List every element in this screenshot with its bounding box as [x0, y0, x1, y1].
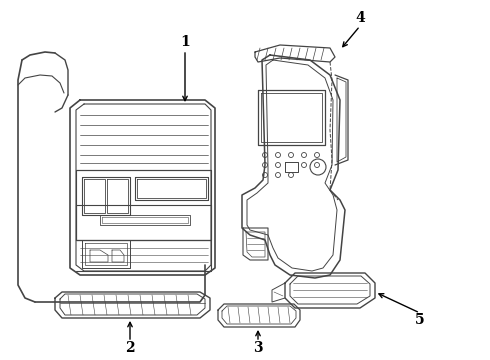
Text: 5: 5: [415, 313, 425, 327]
Text: 2: 2: [125, 341, 135, 355]
Text: 4: 4: [355, 11, 365, 25]
Text: 3: 3: [253, 341, 263, 355]
Text: 1: 1: [180, 35, 190, 49]
